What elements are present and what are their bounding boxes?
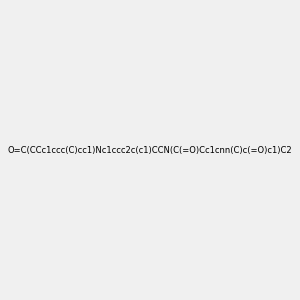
Text: O=C(CCc1ccc(C)cc1)Nc1ccc2c(c1)CCN(C(=O)Cc1cnn(C)c(=O)c1)C2: O=C(CCc1ccc(C)cc1)Nc1ccc2c(c1)CCN(C(=O)C… [8,146,292,154]
